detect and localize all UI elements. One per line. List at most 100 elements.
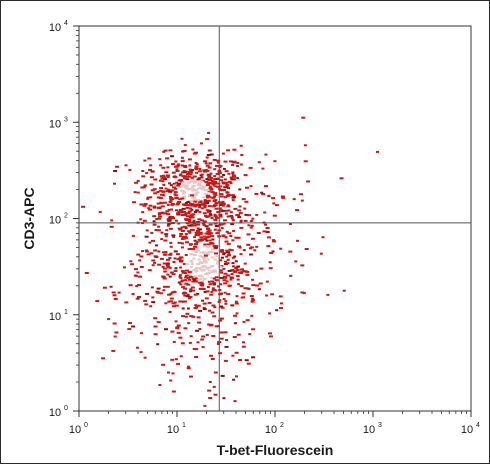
- event-dot: [200, 142, 203, 145]
- event-dot: [251, 278, 255, 281]
- event-dot: [167, 371, 170, 374]
- event-dot: [160, 177, 165, 180]
- event-dot: [206, 215, 211, 218]
- event-dot: [263, 211, 267, 214]
- event-dot: [202, 306, 206, 309]
- event-dot: [227, 209, 231, 212]
- event-dot: [166, 203, 170, 206]
- event-dot: [199, 186, 204, 189]
- event-dot: [153, 249, 158, 252]
- event-dot: [95, 300, 100, 303]
- event-dot: [207, 250, 212, 253]
- event-dot: [193, 199, 198, 202]
- event-dot: [182, 203, 185, 206]
- event-dot: [168, 195, 172, 198]
- event-dot: [271, 250, 275, 253]
- event-dot: [192, 268, 196, 271]
- event-dot: [209, 172, 213, 175]
- event-dot: [288, 250, 293, 253]
- event-dot: [193, 236, 197, 239]
- event-dot: [180, 156, 184, 159]
- event-dot: [194, 233, 198, 236]
- event-dot: [191, 247, 196, 250]
- event-dot: [168, 182, 171, 185]
- event-dot: [213, 182, 218, 185]
- event-dot: [195, 204, 199, 207]
- event-dot: [191, 262, 194, 265]
- event-dot: [219, 283, 223, 286]
- event-dot: [222, 174, 226, 176]
- event-dot: [183, 294, 187, 297]
- event-dot: [172, 261, 176, 263]
- event-dot: [195, 249, 200, 252]
- event-dot: [193, 307, 198, 309]
- event-dot: [222, 202, 226, 205]
- event-dot: [185, 187, 189, 190]
- event-dot: [182, 175, 187, 178]
- event-dot: [183, 300, 188, 303]
- x-tick-label: 10: [265, 424, 277, 436]
- event-dot: [213, 168, 217, 171]
- event-dot: [171, 372, 175, 375]
- event-dot: [181, 207, 186, 210]
- event-dot: [197, 218, 202, 221]
- event-dot: [227, 254, 231, 257]
- event-dot: [189, 375, 193, 378]
- event-dot: [143, 159, 147, 162]
- event-dot: [228, 160, 233, 163]
- event-dot: [207, 233, 212, 236]
- event-dot: [143, 299, 148, 302]
- event-dot: [261, 167, 265, 170]
- event-dot: [248, 333, 252, 336]
- event-dot: [226, 258, 230, 261]
- event-dot: [143, 203, 148, 205]
- event-dot: [175, 209, 178, 212]
- event-dot: [147, 207, 151, 210]
- event-dot: [209, 354, 213, 357]
- event-dot: [206, 196, 209, 199]
- event-dot: [251, 297, 255, 300]
- event-dot: [186, 307, 190, 310]
- event-dot: [176, 331, 181, 334]
- event-dot: [166, 166, 170, 169]
- event-dot: [194, 277, 198, 280]
- event-dot: [175, 181, 179, 184]
- event-dot: [207, 166, 212, 169]
- event-dot: [203, 243, 207, 246]
- event-dot: [238, 246, 242, 249]
- event-dot: [196, 223, 201, 226]
- event-dot: [124, 164, 128, 167]
- event-dot: [248, 166, 253, 169]
- event-dot: [226, 193, 231, 196]
- event-dot: [230, 217, 234, 220]
- event-dot: [164, 328, 168, 331]
- event-dot: [224, 209, 228, 212]
- event-dot: [280, 302, 283, 305]
- event-dot: [179, 210, 184, 213]
- y-tick-exponent: 2: [64, 213, 68, 220]
- event-dot: [162, 277, 167, 280]
- event-dot: [204, 261, 208, 264]
- event-dot: [166, 176, 170, 178]
- event-dot: [180, 230, 185, 232]
- event-dot: [195, 171, 199, 174]
- event-dot: [226, 215, 230, 218]
- event-dot: [239, 144, 243, 147]
- event-dot: [184, 233, 188, 235]
- event-dot: [187, 195, 191, 198]
- event-dot: [112, 322, 117, 325]
- event-dot: [186, 367, 191, 370]
- event-dot: [180, 226, 184, 229]
- event-dot: [201, 283, 205, 286]
- event-dot: [157, 213, 161, 216]
- event-dot: [194, 165, 199, 168]
- event-dot: [225, 195, 230, 197]
- event-dot: [292, 198, 296, 201]
- event-dot: [255, 245, 259, 248]
- event-dot: [156, 343, 160, 346]
- event-dot: [268, 267, 273, 270]
- event-dot: [182, 192, 186, 195]
- event-dot: [154, 229, 158, 231]
- event-dot: [196, 278, 201, 281]
- event-dot: [167, 293, 172, 296]
